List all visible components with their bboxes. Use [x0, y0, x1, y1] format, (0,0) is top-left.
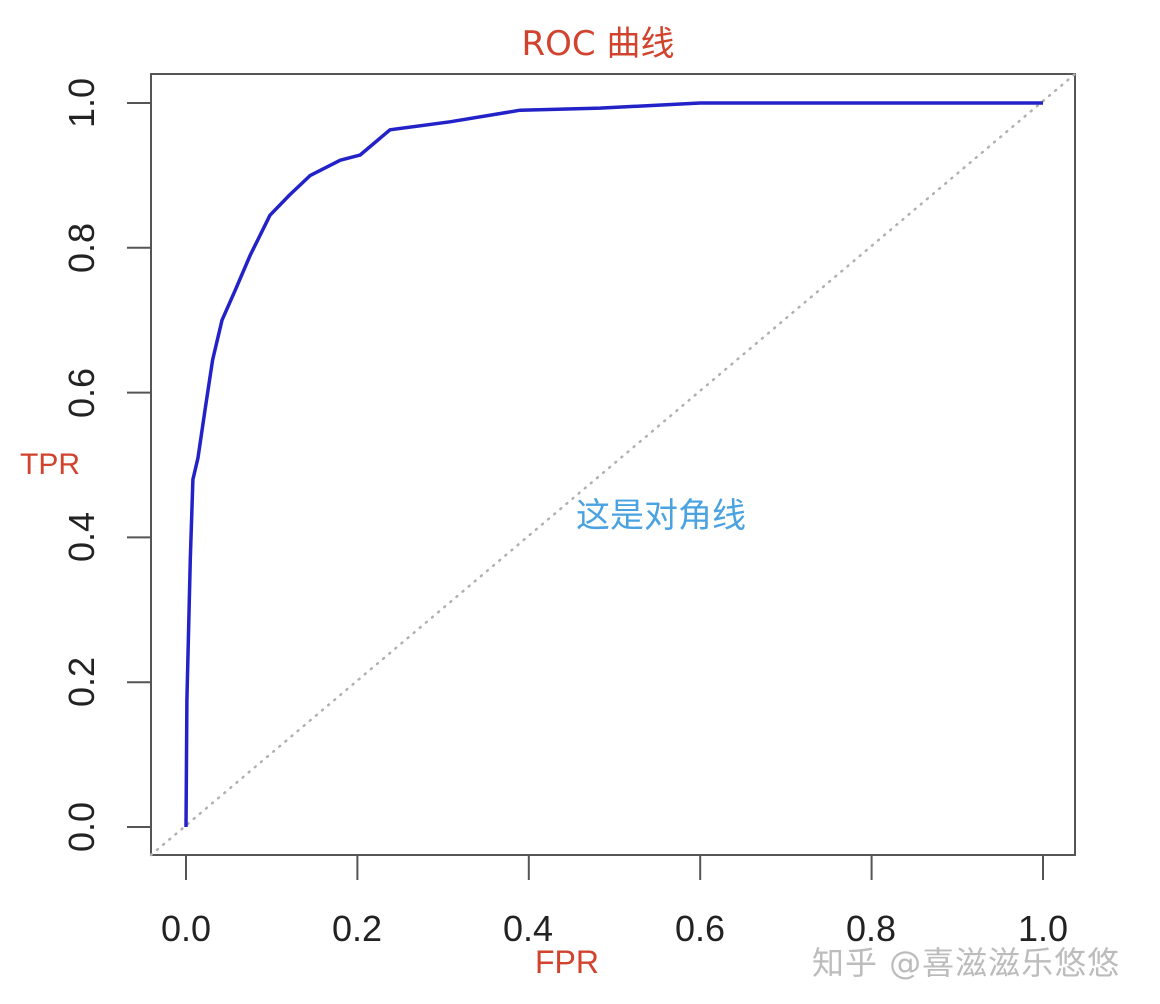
diagonal-line: [149, 72, 1077, 857]
x-axis-ticks: [185, 855, 1044, 880]
roc-curve: [184, 101, 1043, 828]
x-tick-label: 0.8: [845, 908, 897, 949]
x-tick-label: 0.0: [160, 908, 212, 949]
x-tick-label: 0.4: [502, 908, 554, 949]
watermark: 知乎 @喜滋滋乐悠悠: [812, 944, 1121, 982]
y-axis-ticks: [127, 102, 151, 828]
y-tick-label: 0.4: [61, 511, 102, 563]
chart-title: ROC 曲线: [521, 24, 675, 64]
y-tick-label: 0.0: [61, 801, 102, 853]
y-axis-label: TPR: [20, 448, 80, 481]
x-axis-label: FPR: [535, 944, 599, 980]
y-tick-label: 1.0: [61, 77, 102, 129]
x-tick-label: 1.0: [1017, 908, 1069, 949]
plot-frame: [150, 73, 1076, 856]
y-tick-label: 0.2: [61, 656, 102, 708]
x-tick-label: 0.2: [331, 908, 383, 949]
y-tick-label: 0.8: [61, 222, 102, 274]
x-tick-label: 0.6: [674, 908, 726, 949]
y-tick-label: 0.6: [61, 367, 102, 419]
diagonal-annotation: 这是对角线: [576, 496, 746, 536]
